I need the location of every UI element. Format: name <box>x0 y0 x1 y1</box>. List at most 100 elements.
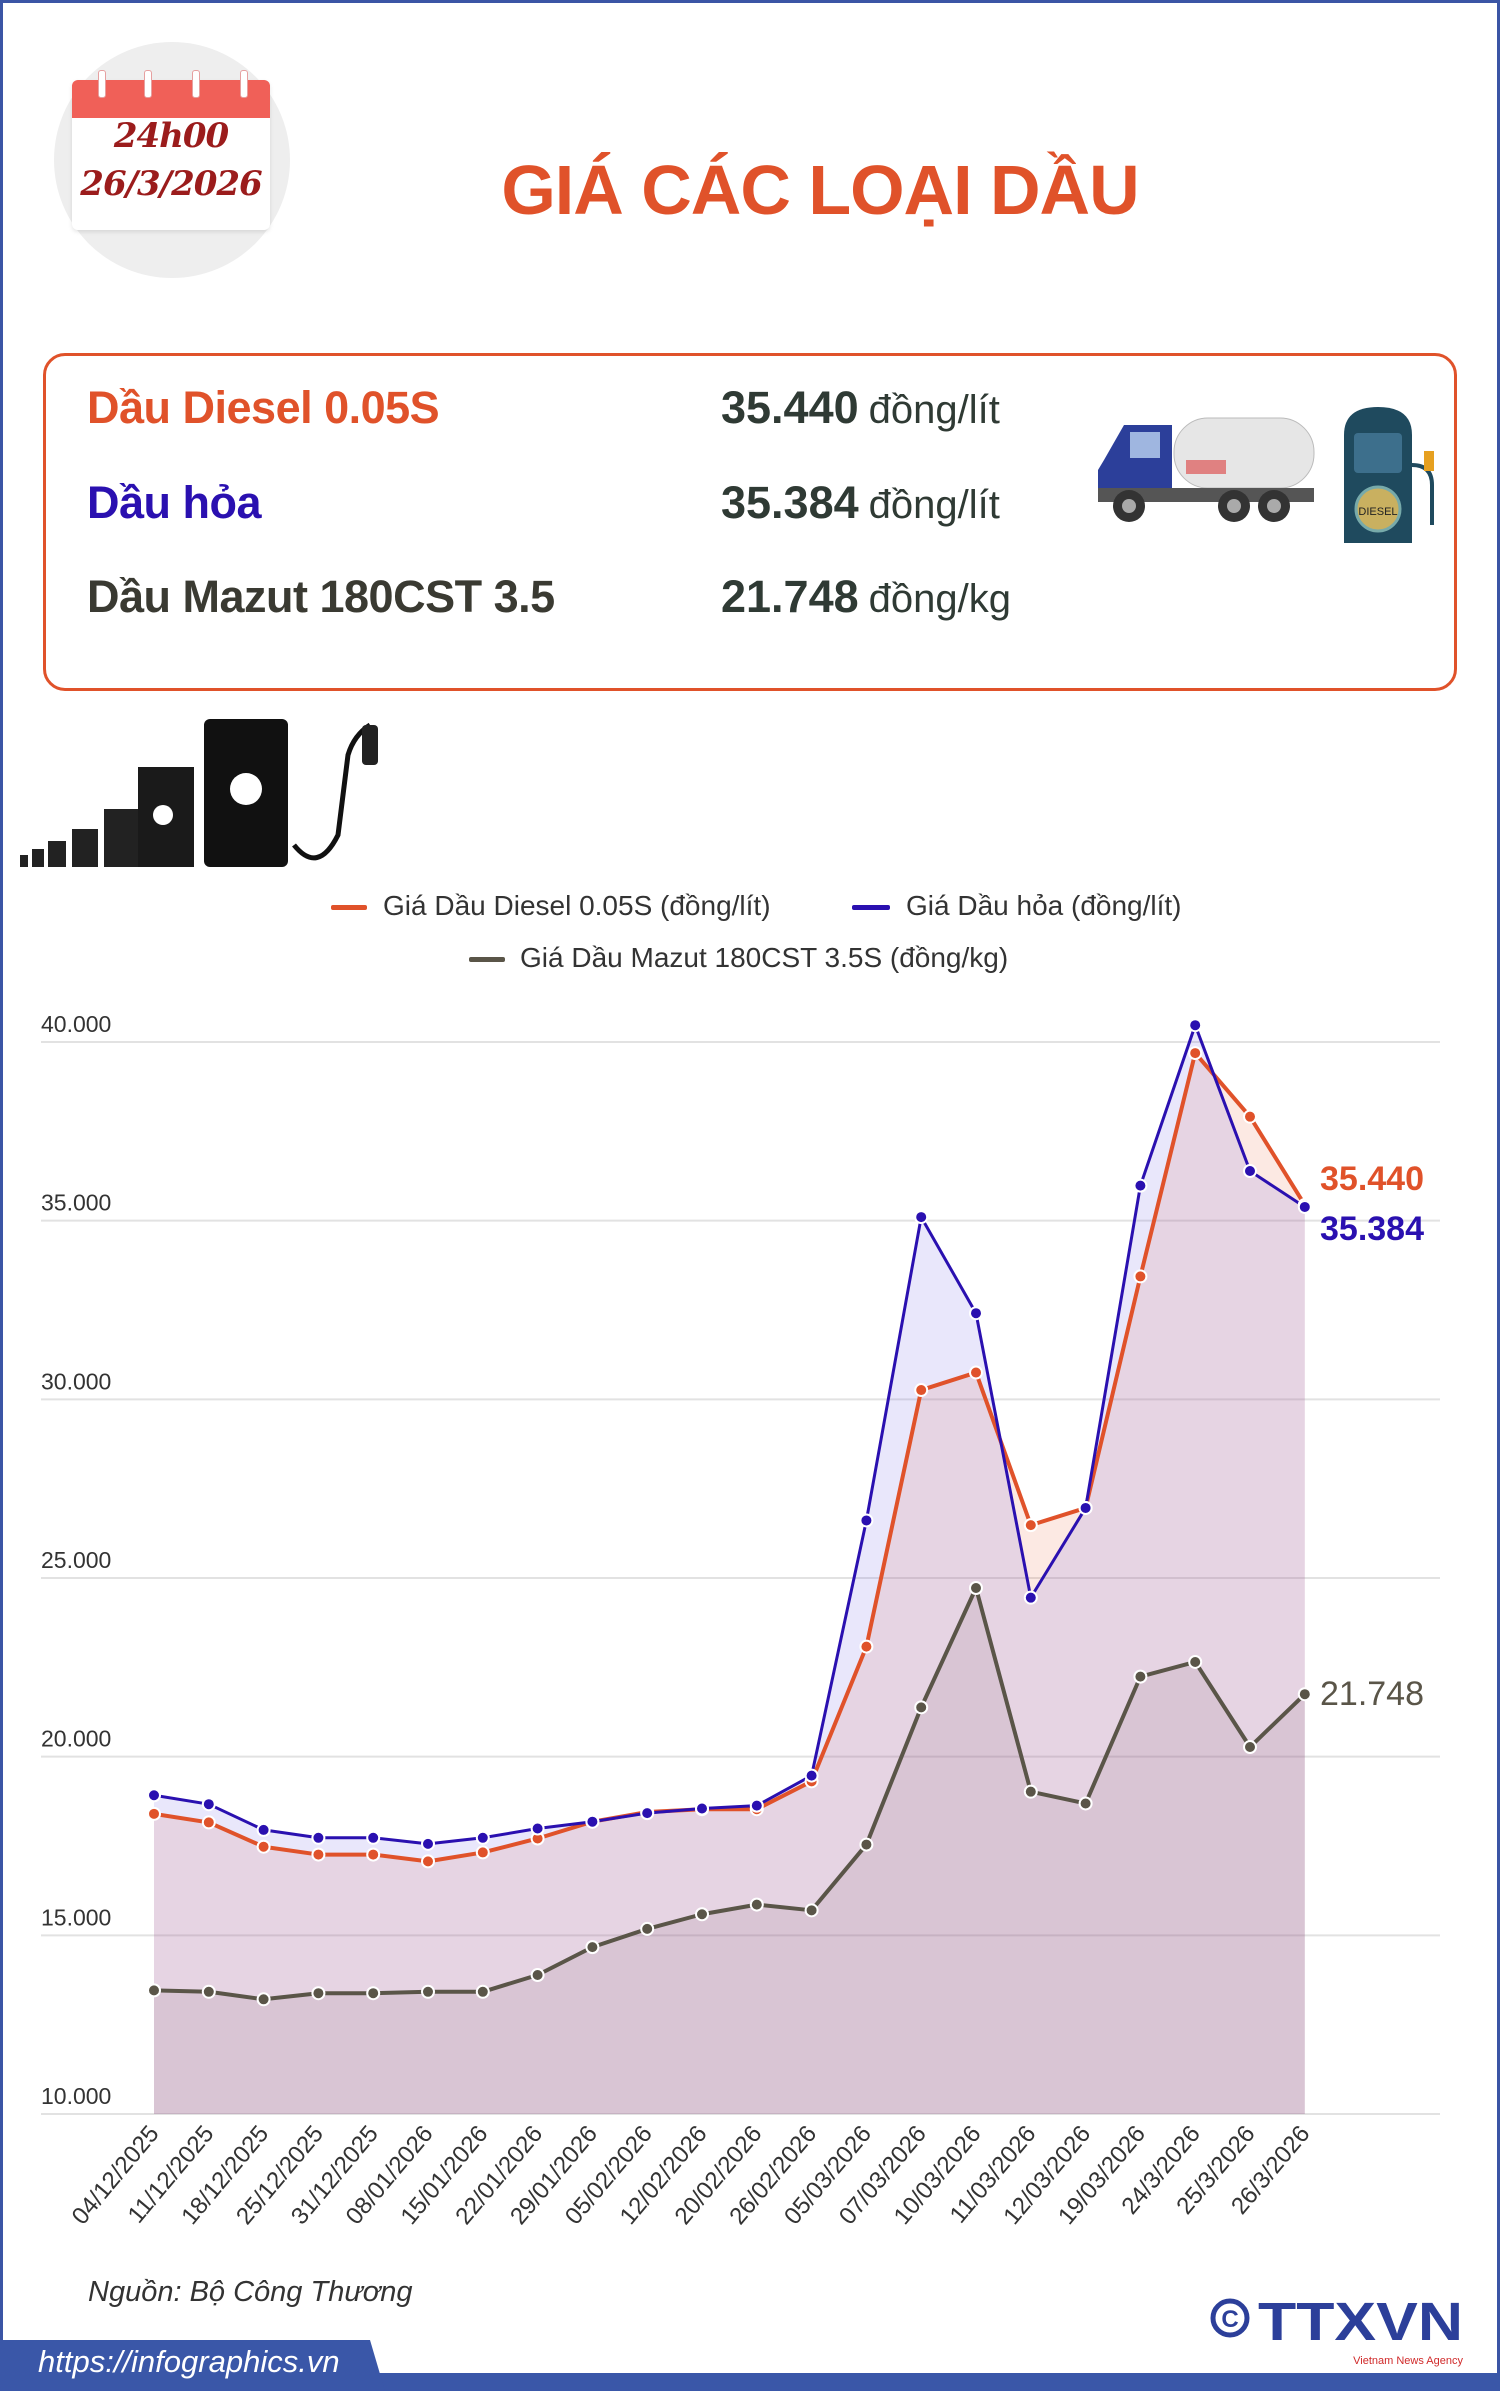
data-point <box>475 1845 490 1860</box>
data-point <box>859 1639 874 1654</box>
y-tick-label: 25.000 <box>41 1547 111 1573</box>
oil-barrels-icon <box>20 719 378 867</box>
data-point <box>804 1768 819 1783</box>
data-point <box>1078 1796 1093 1811</box>
data-point <box>201 1797 216 1812</box>
price-value-mazut: 21.748 đồng/kg <box>721 571 1011 623</box>
data-point <box>914 1210 929 1225</box>
data-point <box>1133 1269 1148 1284</box>
data-point <box>421 1984 435 1999</box>
price-number: 35.384 <box>721 477 859 528</box>
data-point <box>1133 1178 1148 1193</box>
data-point <box>969 1306 983 1321</box>
svg-text:C: C <box>1221 2306 1238 2333</box>
data-point <box>804 1903 819 1918</box>
data-point <box>585 1940 600 1955</box>
data-point <box>1243 1163 1257 1178</box>
area-fill-series-1 <box>154 1025 1305 2114</box>
area-fill-series-0 <box>154 1053 1305 2114</box>
data-point <box>749 1897 764 1912</box>
data-point <box>1188 1018 1203 1033</box>
logo-text: TTXVN <box>1258 2292 1463 2352</box>
data-point <box>201 1984 216 1999</box>
legend-swatch-mazut <box>469 957 505 962</box>
data-point <box>1023 1590 1038 1605</box>
data-point <box>311 1830 326 1845</box>
price-name-diesel: Dầu Diesel 0.05S <box>87 382 440 433</box>
data-point <box>256 1822 271 1837</box>
data-point <box>147 1806 161 1821</box>
data-point <box>147 1788 161 1803</box>
data-point <box>256 1839 271 1854</box>
source-note: Nguồn: Bộ Công Thương <box>88 2276 413 2308</box>
price-value-kerosene: 35.384 đồng/lít <box>721 477 1000 529</box>
ttxvn-logo: C TTXVN Vietnam News Agency <box>1210 2292 1470 2373</box>
legend-mazut: Giá Dầu Mazut 180CST 3.5S (đồng/kg) <box>520 942 1009 973</box>
data-point <box>1188 1654 1203 1669</box>
data-point <box>1243 1109 1257 1124</box>
data-point <box>640 1806 655 1821</box>
data-point <box>859 1837 874 1852</box>
data-point <box>1297 1199 1312 1214</box>
data-point <box>585 1814 600 1829</box>
data-point <box>1188 1046 1203 1061</box>
price-value-diesel: 35.440 đồng/lít <box>721 382 1000 434</box>
y-tick-label: 15.000 <box>41 1904 111 1930</box>
data-point <box>421 1854 435 1869</box>
end-value-label: 21.748 <box>1320 1675 1424 1713</box>
logo-subtext: Vietnam News Agency <box>1353 2355 1463 2367</box>
legend-diesel: Giá Dầu Diesel 0.05S (đồng/lít) <box>383 890 771 921</box>
price-number: 35.440 <box>721 382 859 433</box>
series-line-0 <box>153 1051 1307 1864</box>
legend-swatch-diesel <box>331 905 367 910</box>
price-summary-box <box>43 353 1457 691</box>
page-title: GIÁ CÁC LOẠI DẦU <box>501 151 1139 229</box>
data-point <box>1133 1669 1148 1684</box>
pump-label: DIESEL <box>1358 506 1397 518</box>
data-point <box>201 1815 216 1830</box>
price-name-kerosene: Dầu hỏa <box>87 477 262 528</box>
data-point <box>1023 1518 1038 1533</box>
calendar-ring <box>192 70 200 98</box>
data-point <box>421 1836 435 1851</box>
calendar-ring <box>240 70 248 98</box>
price-unit: đồng/kg <box>868 577 1011 621</box>
price-unit: đồng/lít <box>868 483 1000 527</box>
data-point <box>1243 1740 1257 1755</box>
data-point <box>475 1830 490 1845</box>
data-point <box>530 1967 545 1982</box>
series-line-1 <box>153 1023 1306 1846</box>
data-point <box>749 1798 764 1813</box>
legend-kerosene: Giá Dầu hỏa (đồng/lít) <box>906 890 1182 921</box>
data-point <box>530 1821 545 1836</box>
data-point <box>366 1830 381 1845</box>
data-point <box>311 1986 326 2001</box>
data-point <box>366 1986 381 2001</box>
data-point <box>475 1984 490 1999</box>
y-tick-label: 40.000 <box>41 1011 111 1037</box>
data-point <box>1023 1784 1038 1799</box>
footer-url-link[interactable]: https://infographics.vn <box>38 2344 340 2379</box>
update-date: 26/3/2026 <box>80 164 262 204</box>
y-tick-label: 30.000 <box>41 1368 111 1394</box>
data-point <box>311 1847 326 1862</box>
calendar-ring <box>144 70 152 98</box>
data-point <box>969 1581 983 1596</box>
fuel-pump-icon: DIESEL <box>1344 407 1434 543</box>
series-line-2 <box>153 1586 1307 2002</box>
y-tick-label: 10.000 <box>41 2083 111 2109</box>
data-point <box>256 1992 271 2007</box>
data-point <box>969 1365 983 1380</box>
data-point <box>695 1801 709 1816</box>
calendar-ring <box>98 70 106 98</box>
data-point <box>640 1921 655 1936</box>
y-tick-label: 35.000 <box>41 1190 111 1216</box>
price-unit: đồng/lít <box>868 388 1000 432</box>
footer-tab <box>0 2340 385 2391</box>
legend-swatch-kerosene <box>852 905 890 910</box>
price-number: 21.748 <box>721 571 859 622</box>
tanker-truck-icon <box>1098 417 1315 522</box>
end-value-label: 35.440 <box>1320 1160 1424 1198</box>
y-tick-label: 20.000 <box>41 1726 111 1752</box>
data-point <box>1297 1687 1312 1702</box>
